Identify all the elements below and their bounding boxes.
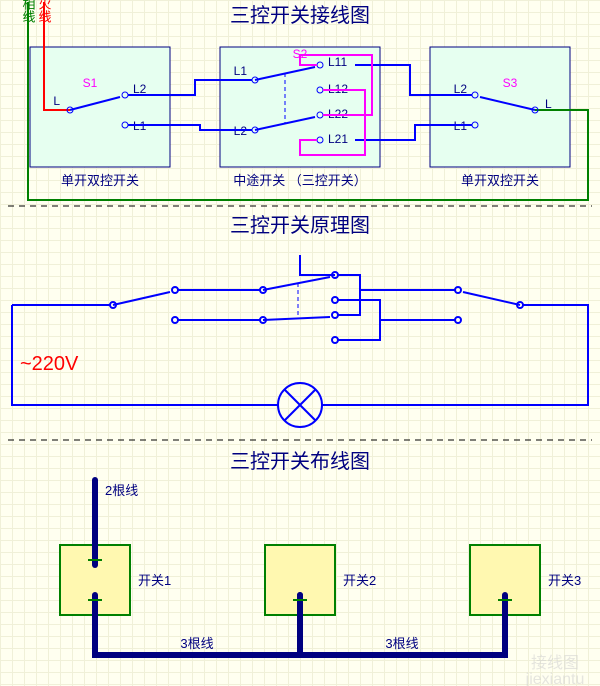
caption-mid: 中途开关 （三控开关）	[233, 173, 367, 188]
watermark-a: 接线图	[531, 654, 579, 672]
s1-L2: L2	[133, 82, 147, 96]
s3-L2: L2	[454, 82, 468, 96]
layout-cap-1: 开关1	[138, 573, 171, 588]
section-schematic: 三控开关原理图 ~220V	[12, 214, 588, 427]
layout-cap-2: 开关2	[343, 573, 376, 588]
title-schematic: 三控开关原理图	[230, 214, 370, 237]
s1-L: L	[53, 94, 60, 108]
box-left	[30, 47, 170, 167]
label-3wires-b: 3根线	[385, 636, 418, 651]
caption-right: 单开双控开关	[461, 173, 539, 188]
watermark: 接线图 jiexiantu	[525, 654, 585, 686]
watermark-b: jiexiantu	[525, 671, 585, 686]
layout-cap-3: 开关3	[548, 573, 581, 588]
s3-name: S3	[503, 76, 518, 90]
title-wiring: 三控开关接线图	[230, 4, 370, 27]
diagram-root: 三控开关接线图 相线 火线 单开双控开关 中途开关 （三控开关） 单开双控开关	[0, 0, 600, 686]
label-3wires-a: 3根线	[180, 636, 213, 651]
s2-L11: L11	[328, 55, 347, 69]
title-layout: 三控开关布线图	[230, 450, 370, 473]
s2-L1: L1	[234, 64, 248, 78]
section-layout: 三控开关布线图 开关1 开关2 开关3 2根线 3根线 3根线	[60, 450, 581, 655]
s3-L: L	[545, 97, 552, 111]
s2-L21: L21	[328, 132, 348, 146]
s1-name: S1	[83, 76, 98, 90]
caption-left: 单开双控开关	[61, 173, 139, 188]
label-2wires: 2根线	[105, 483, 138, 498]
label-voltage: ~220V	[20, 353, 79, 375]
section-wiring: 三控开关接线图 相线 火线 单开双控开关 中途开关 （三控开关） 单开双控开关	[21, 0, 589, 200]
